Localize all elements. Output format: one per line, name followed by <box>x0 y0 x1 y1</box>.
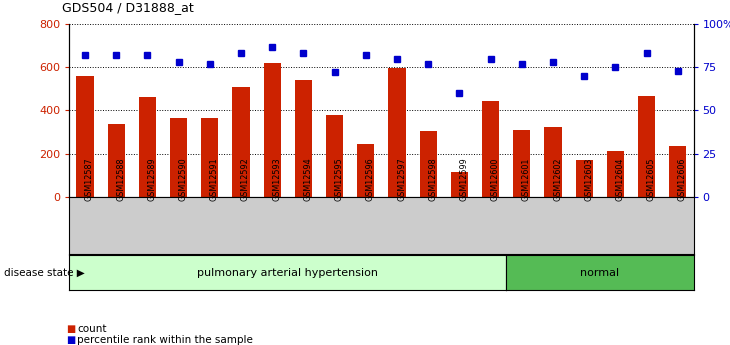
Text: GSM12595: GSM12595 <box>334 157 344 201</box>
Text: GSM12591: GSM12591 <box>210 158 219 201</box>
Bar <box>513 130 531 197</box>
Bar <box>607 151 624 197</box>
Text: GSM12588: GSM12588 <box>116 158 125 201</box>
Bar <box>139 97 156 197</box>
Text: GDS504 / D31888_at: GDS504 / D31888_at <box>62 1 193 14</box>
Bar <box>545 127 561 197</box>
Bar <box>388 68 406 197</box>
Bar <box>264 63 281 197</box>
Text: GSM12605: GSM12605 <box>647 158 656 201</box>
Text: GSM12587: GSM12587 <box>85 158 94 201</box>
Bar <box>357 144 374 197</box>
Text: percentile rank within the sample: percentile rank within the sample <box>77 335 253 345</box>
Text: GSM12598: GSM12598 <box>429 158 437 201</box>
Text: ■: ■ <box>66 335 75 345</box>
Text: GSM12589: GSM12589 <box>147 158 156 201</box>
Bar <box>170 118 187 197</box>
Text: GSM12600: GSM12600 <box>491 158 499 201</box>
Text: GSM12597: GSM12597 <box>397 157 406 201</box>
Bar <box>576 160 593 197</box>
Text: count: count <box>77 325 107 334</box>
Text: ■: ■ <box>66 325 75 334</box>
Text: GSM12606: GSM12606 <box>678 158 687 201</box>
Text: GSM12596: GSM12596 <box>366 158 374 201</box>
Text: GSM12593: GSM12593 <box>272 158 281 201</box>
Text: normal: normal <box>580 268 620 277</box>
Bar <box>482 101 499 197</box>
Text: GSM12594: GSM12594 <box>304 158 312 201</box>
Bar <box>451 172 468 197</box>
Text: disease state ▶: disease state ▶ <box>4 268 85 277</box>
Text: GSM12592: GSM12592 <box>241 157 250 201</box>
Bar <box>107 125 125 197</box>
Bar <box>77 76 93 197</box>
Bar <box>295 80 312 197</box>
Text: GSM12604: GSM12604 <box>615 158 624 201</box>
Text: GSM12601: GSM12601 <box>522 158 531 201</box>
Text: pulmonary arterial hypertension: pulmonary arterial hypertension <box>197 268 378 277</box>
Text: GSM12603: GSM12603 <box>584 158 593 201</box>
Bar <box>232 87 250 197</box>
Bar <box>638 96 656 197</box>
Text: GSM12599: GSM12599 <box>459 157 469 201</box>
Bar <box>420 131 437 197</box>
Text: GSM12602: GSM12602 <box>553 158 562 201</box>
Text: GSM12590: GSM12590 <box>179 158 188 201</box>
Bar <box>669 146 686 197</box>
Bar <box>201 118 218 197</box>
Bar <box>326 115 343 197</box>
